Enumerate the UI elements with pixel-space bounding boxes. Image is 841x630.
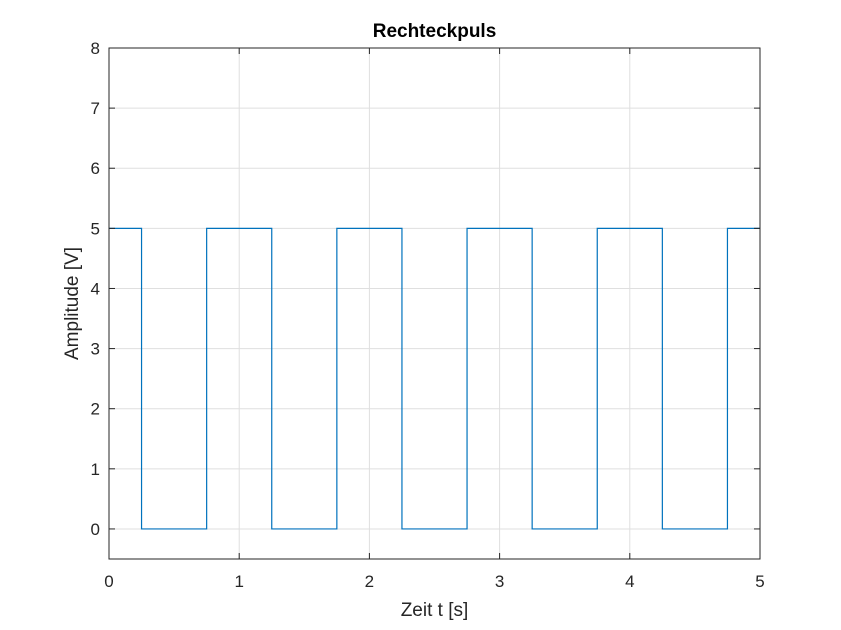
y-tick-label: 0	[91, 520, 100, 539]
y-tick-label: 8	[91, 39, 100, 58]
chart-title: Rechteckpuls	[373, 21, 497, 42]
y-tick-labels: 0 1 2 3 4 5 6 7 8	[91, 39, 100, 539]
y-axis-label: Amplitude [V]	[62, 247, 83, 360]
y-tick-label: 5	[91, 219, 100, 238]
x-axis-label: Zeit t [s]	[401, 600, 469, 621]
x-tick-labels: 0 1 2 3 4 5	[104, 572, 764, 591]
x-tick-label: 5	[755, 572, 764, 591]
plot-area	[108, 47, 761, 560]
axis-frame	[108, 47, 761, 560]
y-tick-label: 7	[91, 99, 100, 118]
x-tick-label: 2	[365, 572, 374, 591]
y-tick-label: 6	[91, 159, 100, 178]
x-tick-label: 3	[495, 572, 504, 591]
y-tick-label: 2	[91, 400, 100, 419]
series-group	[109, 227, 760, 530]
y-tick-label: 1	[91, 460, 100, 479]
series-line-0	[109, 227, 760, 530]
x-tick-label: 1	[234, 572, 243, 591]
x-tick-label: 4	[625, 572, 634, 591]
y-tick-label: 4	[91, 279, 100, 298]
y-tick-label: 3	[91, 340, 100, 359]
x-tick-label: 0	[104, 572, 113, 591]
